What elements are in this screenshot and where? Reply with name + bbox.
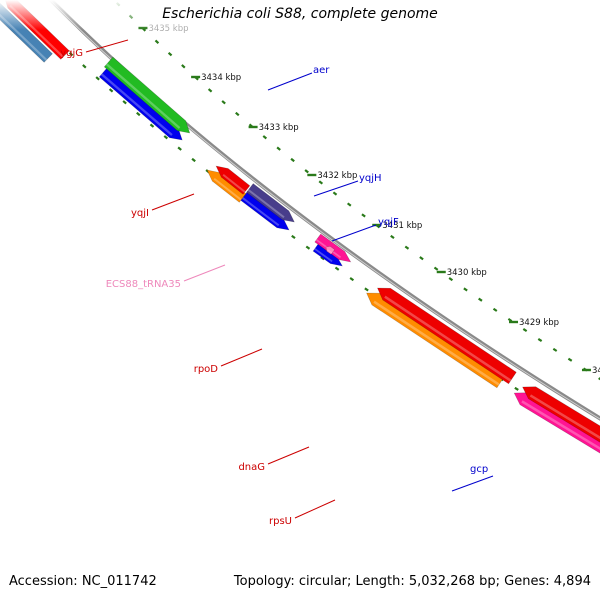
gene-label: yqjF bbox=[378, 217, 399, 228]
gene-feature-arrow bbox=[246, 183, 295, 223]
gene-leader-line bbox=[313, 180, 359, 197]
gene-feature-arrow bbox=[377, 287, 517, 385]
gene-leader-line bbox=[183, 264, 226, 282]
gene-feature-shine bbox=[384, 295, 512, 382]
gene-leader-line bbox=[451, 475, 494, 492]
gene-feature-shine bbox=[222, 173, 246, 193]
gene-label: ECS88_tRNA35 bbox=[106, 279, 181, 290]
gene-leader-line bbox=[267, 446, 310, 465]
gene-feature-arrow bbox=[325, 245, 336, 255]
gene-label: dnaG bbox=[238, 462, 265, 473]
gene-feature-shine bbox=[100, 73, 173, 136]
scale-tick-label: 3432 kbp bbox=[317, 171, 357, 181]
gene-leader-line bbox=[220, 348, 263, 367]
gene-label: ygjG bbox=[60, 48, 83, 59]
scale-tick-label: 3433 kbp bbox=[259, 123, 299, 133]
gene-leader-line bbox=[85, 39, 129, 53]
gene-leader-line bbox=[331, 224, 377, 242]
gene-feature-shine bbox=[242, 197, 280, 227]
scale-tick-label: 3428 kbp bbox=[592, 366, 600, 376]
gene-feature-shine bbox=[314, 248, 333, 263]
gene-feature-arrow bbox=[98, 66, 183, 141]
gene-feature-shine bbox=[327, 249, 333, 254]
map-title: Escherichia coli S88, complete genome bbox=[162, 6, 438, 22]
gene-feature-shine bbox=[247, 189, 285, 219]
tick-rail-inner bbox=[13, 0, 600, 442]
accession-label: Accession: NC_011742 bbox=[9, 574, 157, 589]
gene-feature-arrow bbox=[314, 233, 352, 263]
scale-tick-label: 3430 kbp bbox=[447, 268, 487, 278]
title-backdrop bbox=[0, 0, 600, 30]
tick-rail-outer bbox=[112, 0, 600, 381]
gene-leader-line bbox=[151, 193, 195, 211]
gene-label: aer bbox=[313, 65, 330, 76]
gene-feature-shine bbox=[213, 177, 242, 201]
genome-summary: Topology: circular; Length: 5,032,268 bp… bbox=[233, 574, 591, 589]
gene-label: rpsU bbox=[269, 516, 292, 527]
gene-feature-arrow bbox=[522, 386, 600, 443]
gene-leader-line bbox=[267, 72, 313, 91]
gene-label: yqjH bbox=[359, 173, 382, 184]
scale-tick-label: 3431 kbp bbox=[382, 221, 422, 231]
gene-label: rpoD bbox=[194, 364, 219, 375]
gene-label: gcp bbox=[470, 464, 488, 475]
gene-feature-arrow bbox=[240, 191, 290, 231]
gene-label: yqjI bbox=[131, 208, 149, 219]
gene-feature-arrow bbox=[103, 56, 191, 134]
gene-feature-arrow bbox=[513, 392, 600, 454]
gene-feature-shine bbox=[521, 400, 600, 451]
scale-tick-label: 3429 kbp bbox=[519, 318, 559, 328]
gene-feature-arrow bbox=[215, 165, 251, 195]
gene-feature-shine bbox=[373, 300, 500, 386]
gene-feature-shine bbox=[105, 63, 181, 129]
gene-feature-shine bbox=[529, 394, 600, 440]
scale-tick-label: 3434 kbp bbox=[201, 73, 241, 83]
gene-leader-line bbox=[294, 499, 336, 519]
